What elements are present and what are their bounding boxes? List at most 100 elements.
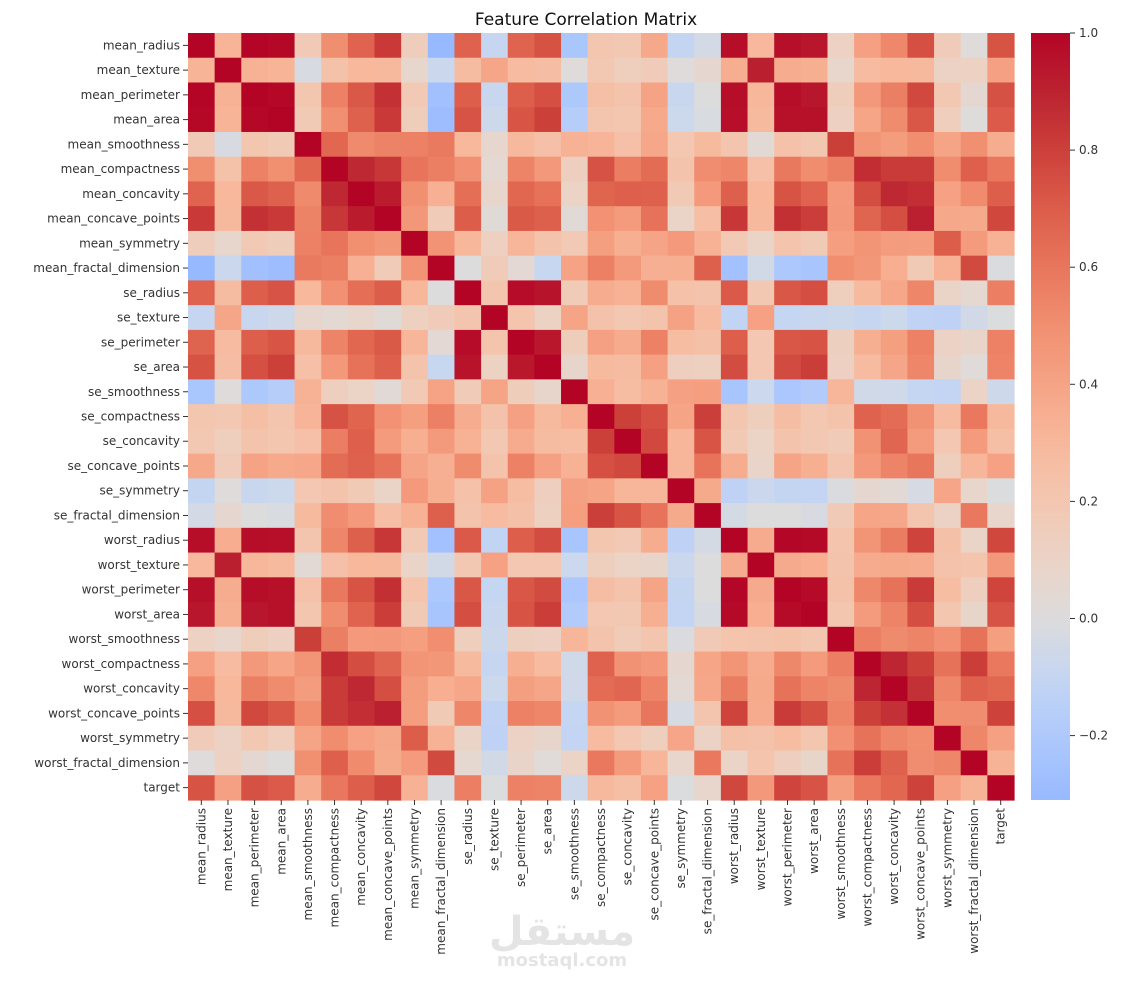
- heatmap-cell: [800, 255, 829, 282]
- heatmap-cell: [640, 775, 669, 801]
- heatmap-cell: [534, 626, 562, 653]
- x-tick-label: worst_concave_points: [914, 808, 928, 940]
- heatmap-cell: [960, 775, 988, 801]
- heatmap-cell: [534, 453, 562, 479]
- heatmap-cell: [800, 33, 829, 59]
- heatmap-cell: [880, 305, 909, 331]
- heatmap-cell: [347, 156, 376, 183]
- heatmap-cell: [827, 428, 855, 455]
- heatmap-cell: [427, 676, 456, 702]
- heatmap-cell: [667, 107, 695, 133]
- heatmap-cell: [321, 33, 349, 59]
- heatmap-cell: [640, 602, 669, 628]
- heatmap-cell: [561, 701, 589, 727]
- heatmap-cell: [561, 750, 589, 776]
- heatmap-cell: [454, 626, 482, 653]
- heatmap-cell: [214, 750, 242, 776]
- y-tick-label: mean_texture: [97, 63, 180, 77]
- heatmap-cell: [241, 131, 269, 158]
- heatmap-cell: [534, 527, 562, 554]
- heatmap-cell: [374, 453, 402, 479]
- heatmap-cell: [667, 651, 695, 677]
- heatmap-cell: [374, 379, 402, 405]
- heatmap-cell: [481, 255, 509, 282]
- heatmap-cell: [827, 230, 855, 257]
- heatmap-cell: [854, 206, 882, 232]
- y-tick-label: se_perimeter: [101, 335, 180, 349]
- heatmap-cell: [534, 775, 562, 801]
- y-tick-label: worst_compactness: [62, 657, 180, 671]
- heatmap-cell: [294, 725, 322, 752]
- heatmap-cell: [667, 428, 695, 455]
- heatmap-cell: [774, 255, 802, 282]
- y-tick-label: worst_area: [114, 607, 180, 621]
- x-tick-label: worst_smoothness: [834, 808, 848, 919]
- heatmap-cell: [294, 626, 322, 653]
- heatmap-cell: [214, 280, 242, 306]
- heatmap-cell: [427, 527, 456, 554]
- heatmap-cell: [321, 354, 349, 380]
- heatmap-cell: [747, 82, 775, 108]
- heatmap-cell: [747, 577, 775, 603]
- heatmap-cell: [720, 725, 749, 752]
- heatmap-cell: [934, 354, 962, 380]
- heatmap-cell: [774, 379, 802, 405]
- heatmap-cell: [960, 651, 988, 677]
- heatmap-cell: [800, 404, 829, 430]
- heatmap-cell: [640, 701, 669, 727]
- heatmap-cell: [640, 577, 669, 603]
- heatmap-cell: [880, 725, 909, 752]
- y-tick-label: worst_perimeter: [82, 583, 180, 597]
- heatmap-cell: [587, 750, 615, 776]
- heatmap-cell: [454, 329, 482, 356]
- y-tick-label: mean_symmetry: [79, 236, 180, 250]
- heatmap-cell: [188, 775, 216, 801]
- heatmap-cell: [694, 131, 722, 158]
- heatmap-cell: [347, 255, 376, 282]
- heatmap-cell: [214, 478, 242, 504]
- heatmap-cell: [267, 725, 296, 752]
- heatmap-cell: [347, 107, 376, 133]
- x-tick-labels: mean_radius mean_texture mean_perimeter mea…: [194, 800, 1008, 955]
- heatmap-cell: [640, 156, 669, 183]
- heatmap-cell: [401, 478, 429, 504]
- heatmap-cell: [987, 527, 1015, 554]
- heatmap-cell: [880, 701, 909, 727]
- heatmap-cell: [401, 577, 429, 603]
- heatmap-cell: [614, 156, 642, 183]
- heatmap-cell: [987, 280, 1015, 306]
- heatmap-cell: [427, 453, 456, 479]
- heatmap-cell: [347, 453, 376, 479]
- heatmap-cell: [934, 750, 962, 776]
- heatmap-cell: [188, 57, 216, 84]
- heatmap-cell: [534, 602, 562, 628]
- heatmap-cell: [561, 651, 589, 677]
- heatmap-cell: [640, 230, 669, 257]
- heatmap-cell: [214, 379, 242, 405]
- heatmap-cell: [347, 478, 376, 504]
- heatmap-cell: [454, 725, 482, 752]
- heatmap-cell: [800, 156, 829, 183]
- heatmap-cell: [720, 354, 749, 380]
- heatmap-cell: [454, 82, 482, 108]
- heatmap-cell: [854, 478, 882, 504]
- x-tick-label: se_texture: [487, 808, 501, 871]
- heatmap-cell: [188, 33, 216, 59]
- heatmap-cell: [720, 206, 749, 232]
- heatmap-cell: [534, 329, 562, 356]
- heatmap-cell: [241, 404, 269, 430]
- heatmap-cell: [454, 131, 482, 158]
- heatmap-cell: [960, 156, 988, 183]
- y-tick-label: target: [144, 781, 181, 795]
- y-tick-label: se_concavity: [103, 434, 180, 448]
- heatmap-cell: [481, 280, 509, 306]
- heatmap-cell: [427, 354, 456, 380]
- heatmap-cell: [481, 156, 509, 183]
- heatmap-cell: [454, 602, 482, 628]
- heatmap-cell: [774, 478, 802, 504]
- heatmap-cell: [934, 676, 962, 702]
- heatmap-cell: [267, 626, 296, 653]
- heatmap-cell: [934, 775, 962, 801]
- heatmap-cell: [774, 354, 802, 380]
- heatmap-cell: [454, 750, 482, 776]
